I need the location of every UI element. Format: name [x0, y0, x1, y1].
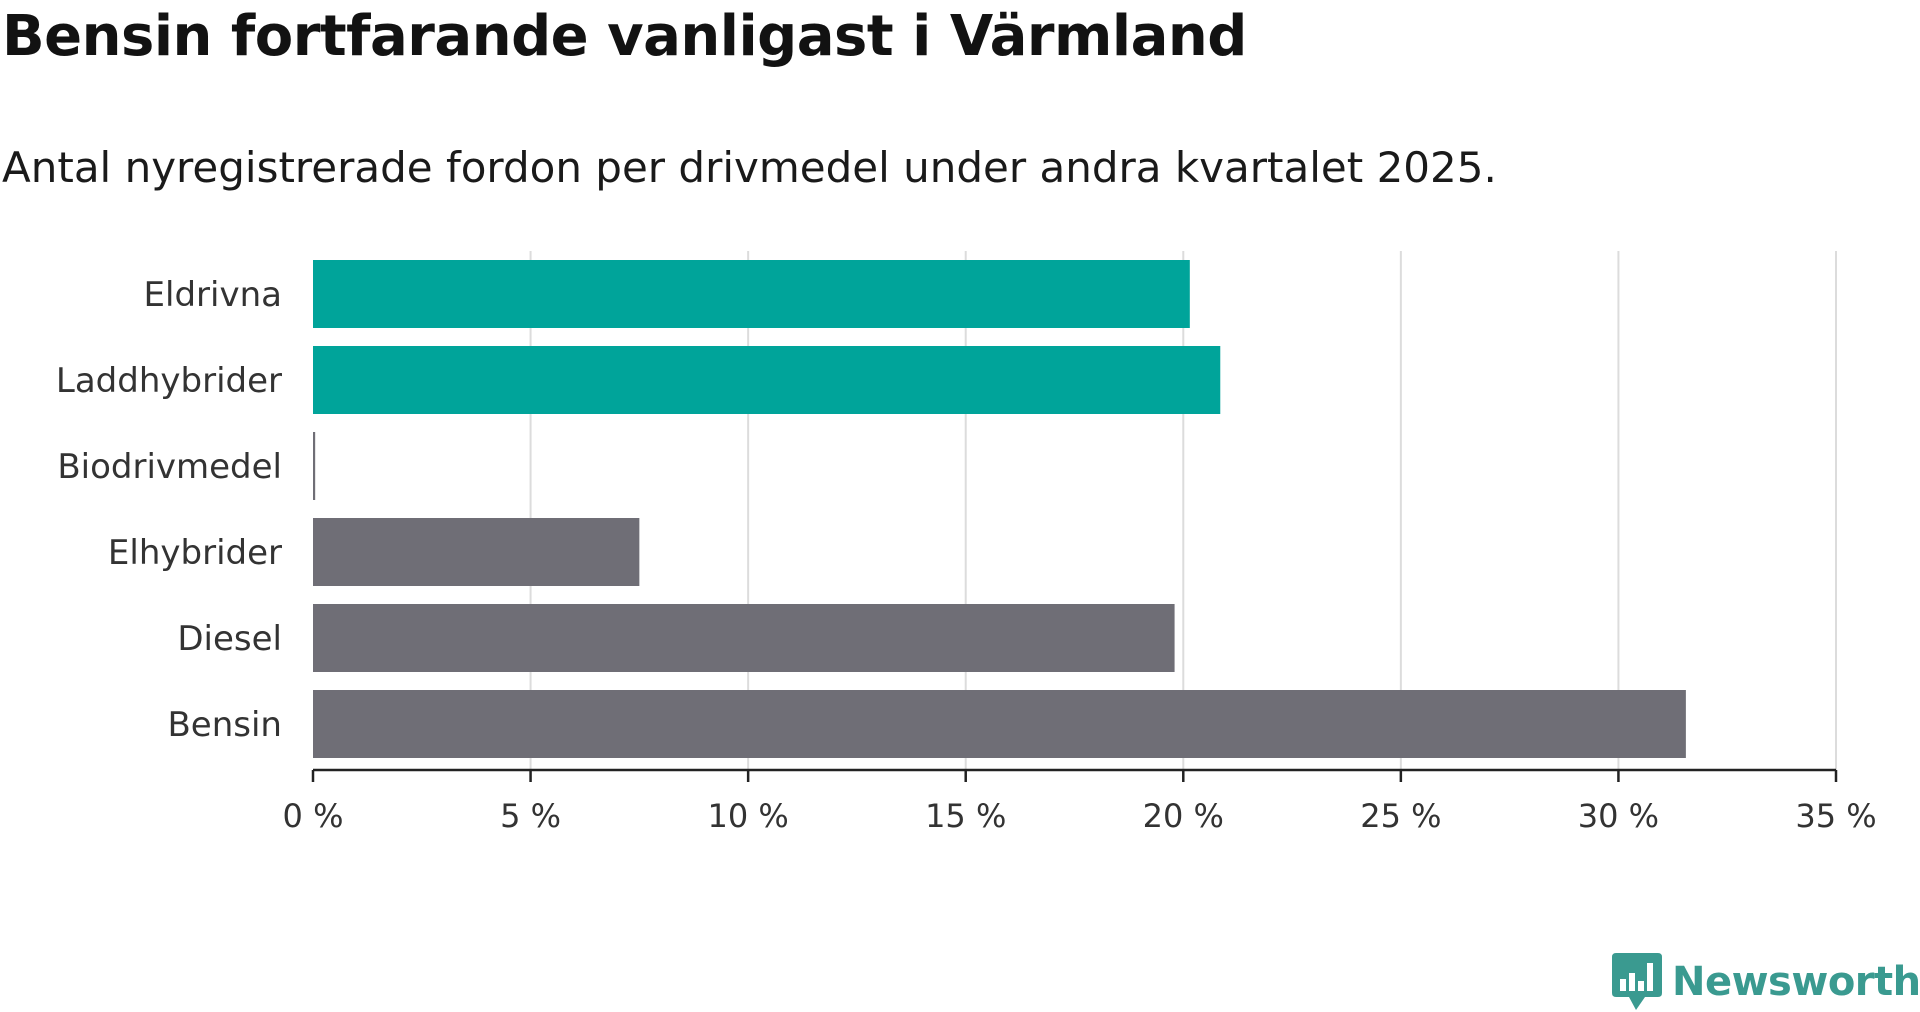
x-tick-label: 10 % [707, 797, 788, 835]
bar [313, 260, 1190, 328]
category-label: Biodrivmedel [57, 447, 282, 487]
x-tick-label: 5 % [500, 797, 561, 835]
bar [313, 518, 640, 586]
category-label: Diesel [177, 619, 282, 659]
brand-name: Newsworthy [1672, 959, 1920, 1005]
x-tick-label: 35 % [1795, 797, 1876, 835]
category-label: Eldrivna [144, 275, 282, 315]
chart-subtitle: Antal nyregistrerade fordon per drivmede… [2, 143, 1497, 192]
x-tick-label: 30 % [1578, 797, 1659, 835]
x-tick-label: 15 % [925, 797, 1006, 835]
newsworthy-logo-icon [1612, 953, 1662, 1010]
bar [313, 604, 1175, 672]
x-tick-label: 0 % [283, 797, 344, 835]
x-tick-label: 20 % [1143, 797, 1224, 835]
bar [313, 690, 1686, 758]
category-label: Bensin [167, 705, 282, 745]
category-label: Laddhybrider [56, 361, 282, 401]
bar [313, 346, 1221, 414]
bar [313, 432, 316, 500]
x-tick-label: 25 % [1360, 797, 1441, 835]
newsworthy-logo: Newsworthy [1612, 952, 1920, 1012]
chart-title: Bensin fortfarande vanligast i Värmland [2, 4, 1247, 69]
category-label: Elhybrider [108, 533, 282, 573]
